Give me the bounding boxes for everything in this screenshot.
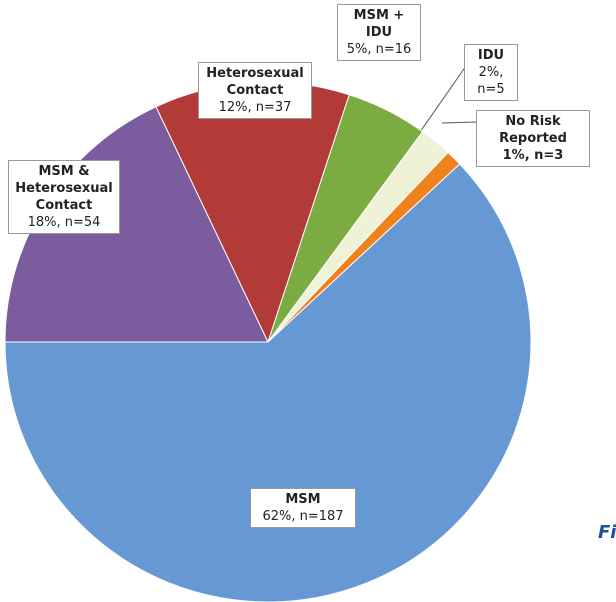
category-label: MSM + IDU: [353, 8, 405, 40]
slice-label: IDU 2%, n=5: [464, 44, 518, 101]
slice-label: MSM + IDU 5%, n=16: [337, 4, 421, 61]
leader-line: [441, 121, 479, 124]
slice-label: MSM 62%, n=187: [250, 488, 356, 528]
pie-slice: [4, 163, 532, 602]
category-label: IDU: [477, 48, 505, 63]
category-label: Heterosexual Contact: [206, 66, 304, 98]
value-label: 2%, n=5: [477, 65, 505, 97]
category-label: MSM & Heterosexual Contact: [15, 164, 113, 213]
annotation: Fi: [598, 522, 616, 543]
value-label: 18%, n=54: [27, 215, 101, 230]
category-label: MSM: [285, 492, 321, 507]
leader-line: [419, 65, 467, 133]
slice-label: Heterosexual Contact 12%, n=37: [198, 62, 312, 119]
value-label: 5%, n=16: [346, 42, 412, 57]
value-label: 12%, n=37: [218, 100, 292, 115]
value-label: 1%, n=3: [502, 148, 564, 163]
slice-label: No Risk Reported 1%, n=3: [476, 110, 590, 167]
slice-label: MSM & Heterosexual Contact 18%, n=54: [8, 160, 120, 234]
value-label: 62%, n=187: [262, 509, 344, 524]
category-label: No Risk Reported: [499, 114, 567, 146]
